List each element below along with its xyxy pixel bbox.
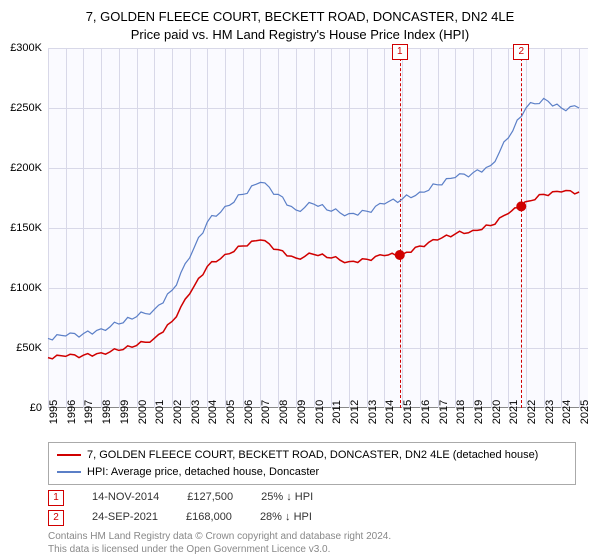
point-delta: 28% ↓ HPI (260, 508, 312, 528)
x-tick-label: 2019 (473, 400, 485, 424)
point-price: £127,500 (187, 488, 233, 508)
y-tick-label: £200K (10, 162, 42, 174)
point-date: 24-SEP-2021 (92, 508, 158, 528)
point-number-box: 2 (48, 510, 64, 526)
x-tick-label: 2013 (367, 400, 379, 424)
x-tick-label: 2022 (526, 400, 538, 424)
x-tick-label: 2025 (579, 400, 591, 424)
x-tick-label: 2018 (455, 400, 467, 424)
x-tick-label: 1997 (83, 400, 95, 424)
x-tick-label: 1995 (48, 400, 60, 424)
data-points-block: 1 14-NOV-2014 £127,500 25% ↓ HPI 2 24-SE… (48, 488, 313, 528)
point-delta: 25% ↓ HPI (261, 488, 313, 508)
y-tick-label: £150K (10, 222, 42, 234)
point-price: £168,000 (186, 508, 232, 528)
x-tick-label: 2023 (544, 400, 556, 424)
x-tick-label: 2015 (402, 400, 414, 424)
title-block: 7, GOLDEN FLEECE COURT, BECKETT ROAD, DO… (0, 0, 600, 44)
legend-swatch (57, 454, 81, 456)
footer: Contains HM Land Registry data © Crown c… (48, 530, 391, 556)
legend-item: HPI: Average price, detached house, Donc… (57, 464, 567, 481)
point-date: 14-NOV-2014 (92, 488, 159, 508)
line-series-svg (48, 48, 588, 408)
x-tick-label: 2007 (260, 400, 272, 424)
y-tick-label: £250K (10, 102, 42, 114)
y-tick-label: £100K (10, 282, 42, 294)
x-tick-label: 2004 (207, 400, 219, 424)
data-marker (395, 250, 405, 260)
x-tick-label: 2020 (491, 400, 503, 424)
x-tick-label: 2017 (438, 400, 450, 424)
x-tick-label: 2014 (384, 400, 396, 424)
x-tick-label: 2021 (508, 400, 520, 424)
footer-line-1: Contains HM Land Registry data © Crown c… (48, 530, 391, 543)
chart-container: 7, GOLDEN FLEECE COURT, BECKETT ROAD, DO… (0, 0, 600, 560)
legend-swatch (57, 471, 81, 473)
legend-label: HPI: Average price, detached house, Donc… (87, 464, 319, 481)
data-point-row: 1 14-NOV-2014 £127,500 25% ↓ HPI (48, 488, 313, 508)
y-tick-label: £0 (30, 402, 42, 414)
x-tick-label: 2003 (190, 400, 202, 424)
series-line-price_paid (48, 191, 579, 359)
x-tick-label: 2000 (137, 400, 149, 424)
legend-box: 7, GOLDEN FLEECE COURT, BECKETT ROAD, DO… (48, 442, 576, 485)
footer-line-2: This data is licensed under the Open Gov… (48, 543, 391, 556)
title-line-2: Price paid vs. HM Land Registry's House … (0, 26, 600, 44)
x-tick-label: 2011 (331, 400, 343, 424)
y-tick-label: £300K (10, 42, 42, 54)
x-tick-label: 2006 (243, 400, 255, 424)
x-tick-label: 2012 (349, 400, 361, 424)
x-tick-label: 2009 (296, 400, 308, 424)
x-tick-label: 2024 (561, 400, 573, 424)
x-tick-label: 1998 (101, 400, 113, 424)
data-marker (516, 201, 526, 211)
x-tick-label: 2010 (314, 400, 326, 424)
chart-area: 12 £0£50K£100K£150K£200K£250K£300K 19951… (48, 48, 588, 408)
y-tick-label: £50K (16, 342, 42, 354)
x-tick-label: 2008 (278, 400, 290, 424)
x-tick-label: 1999 (119, 400, 131, 424)
legend-item: 7, GOLDEN FLEECE COURT, BECKETT ROAD, DO… (57, 447, 567, 464)
x-tick-label: 2001 (154, 400, 166, 424)
x-tick-label: 2016 (420, 400, 432, 424)
point-number-box: 1 (48, 490, 64, 506)
legend-label: 7, GOLDEN FLEECE COURT, BECKETT ROAD, DO… (87, 447, 538, 464)
title-line-1: 7, GOLDEN FLEECE COURT, BECKETT ROAD, DO… (0, 8, 600, 26)
x-tick-label: 2002 (172, 400, 184, 424)
x-tick-label: 1996 (66, 400, 78, 424)
data-point-row: 2 24-SEP-2021 £168,000 28% ↓ HPI (48, 508, 313, 528)
x-tick-label: 2005 (225, 400, 237, 424)
